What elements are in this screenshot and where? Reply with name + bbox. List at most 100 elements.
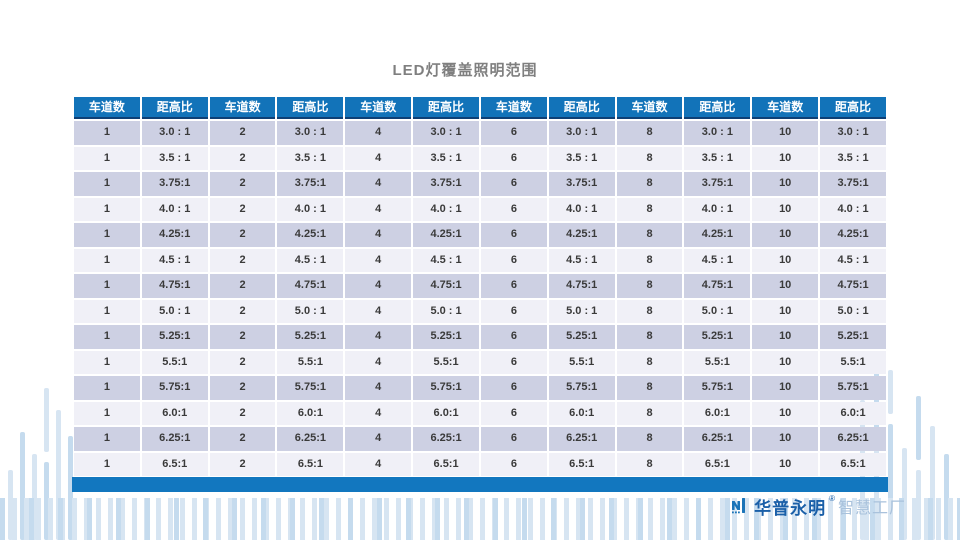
table-row: 1 5.25:1 2 5.25:1 4 5.25:1 6 5.25:1 8 5.25:1 10 5.2… xyxy=(74,325,886,349)
lane-count-cell: 6 xyxy=(480,197,547,221)
ratio-cell: 4.5 : 1 xyxy=(684,248,751,272)
ratio-cell: 5.0 : 1 xyxy=(820,299,886,323)
lane-count-cell: 1 xyxy=(74,197,140,221)
lane-count-cell: 6 xyxy=(480,223,547,247)
lane-count-cell: 6 xyxy=(480,146,547,170)
lane-count-cell: 1 xyxy=(74,146,140,170)
ratio-cell: 6.5:1 xyxy=(820,452,886,476)
brand-suffix: 智慧工厂 xyxy=(837,500,906,517)
ratio-cell: 6.5:1 xyxy=(413,452,479,476)
table-row: 1 6.0:1 2 6.0:1 4 6.0:1 6 6.0:1 8 6.0:1 10 6.0:1 xyxy=(74,401,886,425)
ratio-cell: 4.5 : 1 xyxy=(548,248,615,272)
ratio-cell: 3.75:1 xyxy=(413,172,479,196)
ratio-cell: 4.75:1 xyxy=(277,274,344,298)
lane-count-cell: 4 xyxy=(345,248,412,272)
table-row: 1 3.0 : 1 2 3.0 : 1 4 3.0 : 1 6 3.0 : 1 8 3.0 : 1… xyxy=(74,121,886,145)
decor-bar xyxy=(888,424,893,540)
lane-count-cell: 4 xyxy=(345,401,412,425)
lane-count-cell: 2 xyxy=(209,121,276,145)
huapu-logo-icon xyxy=(732,498,746,514)
ratio-cell: 6.25:1 xyxy=(277,427,344,451)
ratio-cell: 5.0 : 1 xyxy=(413,299,479,323)
lane-count-cell: 6 xyxy=(480,427,547,451)
lane-count-cell: 8 xyxy=(616,146,683,170)
ratio-cell: 5.25:1 xyxy=(820,325,886,349)
lane-count-cell: 4 xyxy=(345,172,412,196)
lane-count-cell: 8 xyxy=(616,197,683,221)
lane-count-cell: 1 xyxy=(74,401,140,425)
lane-count-cell: 2 xyxy=(209,223,276,247)
column-header: 车道数 xyxy=(345,97,412,119)
ratio-cell: 4.75:1 xyxy=(684,274,751,298)
column-header: 距高比 xyxy=(141,97,208,119)
ratio-cell: 4.0 : 1 xyxy=(684,197,751,221)
ratio-cell: 4.75:1 xyxy=(413,274,479,298)
lane-count-cell: 2 xyxy=(209,376,276,400)
ratio-cell: 4.0 : 1 xyxy=(413,197,479,221)
lane-count-cell: 10 xyxy=(752,299,819,323)
decor-bar xyxy=(32,454,37,540)
table-header: 车道数 距高比 车道数 距高比 车道数 距高比 车道数 距高比 车道数 距高比 车道数 距高比 xyxy=(74,97,886,119)
lane-count-cell: 4 xyxy=(345,452,412,476)
lane-count-cell: 4 xyxy=(345,121,412,145)
table-row: 1 3.5 : 1 2 3.5 : 1 4 3.5 : 1 6 3.5 : 1 8 3.5 : 1… xyxy=(74,146,886,170)
ratio-cell: 6.0:1 xyxy=(820,401,886,425)
ratio-cell: 4.75:1 xyxy=(548,274,615,298)
ratio-cell: 3.0 : 1 xyxy=(684,121,751,145)
ratio-cell: 5.25:1 xyxy=(548,325,615,349)
lane-count-cell: 6 xyxy=(480,274,547,298)
table-row: 1 5.0 : 1 2 5.0 : 1 4 5.0 : 1 6 5.0 : 1 8 5.0 : 1… xyxy=(74,299,886,323)
ratio-cell: 5.5:1 xyxy=(548,350,615,374)
ratio-cell: 3.75:1 xyxy=(141,172,208,196)
lane-count-cell: 8 xyxy=(616,248,683,272)
ratio-cell: 4.25:1 xyxy=(413,223,479,247)
lane-count-cell: 8 xyxy=(616,401,683,425)
table-row: 1 4.75:1 2 4.75:1 4 4.75:1 6 4.75:1 8 4.75:1 10 4.7… xyxy=(74,274,886,298)
ratio-cell: 4.0 : 1 xyxy=(141,197,208,221)
lane-count-cell: 6 xyxy=(480,121,547,145)
table-row: 1 5.75:1 2 5.75:1 4 5.75:1 6 5.75:1 8 5.75:1 10 5.7… xyxy=(74,376,886,400)
lane-count-cell: 1 xyxy=(74,172,140,196)
lane-count-cell: 8 xyxy=(616,427,683,451)
lane-count-cell: 2 xyxy=(209,325,276,349)
lane-count-cell: 1 xyxy=(74,350,140,374)
ratio-cell: 6.5:1 xyxy=(277,452,344,476)
lane-count-cell: 10 xyxy=(752,452,819,476)
ratio-cell: 3.5 : 1 xyxy=(820,146,886,170)
decor-bar xyxy=(874,444,879,540)
ratio-cell: 5.5:1 xyxy=(820,350,886,374)
lane-count-cell: 2 xyxy=(209,146,276,170)
ratio-cell: 3.75:1 xyxy=(684,172,751,196)
ratio-cell: 4.25:1 xyxy=(277,223,344,247)
lane-count-cell: 10 xyxy=(752,197,819,221)
lane-count-cell: 10 xyxy=(752,325,819,349)
decor-bar xyxy=(916,396,921,460)
lane-count-cell: 8 xyxy=(616,223,683,247)
column-header: 距高比 xyxy=(820,97,886,119)
lane-count-cell: 1 xyxy=(74,299,140,323)
ratio-cell: 6.0:1 xyxy=(141,401,208,425)
ratio-cell: 5.75:1 xyxy=(548,376,615,400)
lane-count-cell: 6 xyxy=(480,350,547,374)
decor-bar xyxy=(68,436,73,540)
ratio-cell: 3.0 : 1 xyxy=(141,121,208,145)
ratio-cell: 5.75:1 xyxy=(684,376,751,400)
lane-count-cell: 1 xyxy=(74,121,140,145)
decor-bar xyxy=(20,432,25,540)
column-header: 距高比 xyxy=(548,97,615,119)
ratio-cell: 4.75:1 xyxy=(141,274,208,298)
ratio-cell: 4.5 : 1 xyxy=(820,248,886,272)
ratio-cell: 5.0 : 1 xyxy=(684,299,751,323)
brand-name: 华普永明 xyxy=(754,498,827,518)
ratio-cell: 6.0:1 xyxy=(413,401,479,425)
lane-count-cell: 4 xyxy=(345,427,412,451)
ratio-cell: 5.75:1 xyxy=(413,376,479,400)
ratio-cell: 3.5 : 1 xyxy=(684,146,751,170)
ratio-cell: 4.5 : 1 xyxy=(141,248,208,272)
ratio-cell: 6.5:1 xyxy=(141,452,208,476)
lane-count-cell: 8 xyxy=(616,376,683,400)
ratio-cell: 6.25:1 xyxy=(548,427,615,451)
lane-count-cell: 2 xyxy=(209,274,276,298)
ratio-cell: 4.75:1 xyxy=(820,274,886,298)
